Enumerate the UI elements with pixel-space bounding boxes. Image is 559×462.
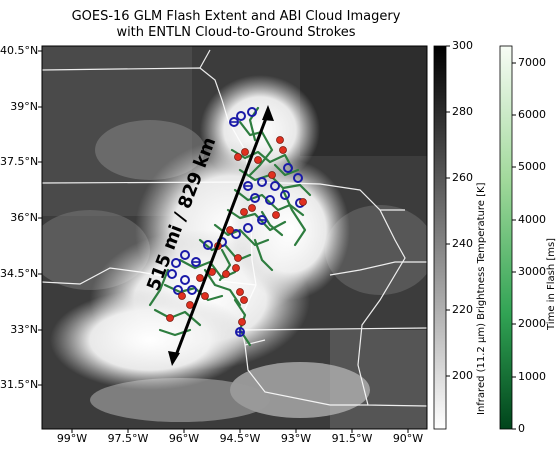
- flash-time-colorbar: [499, 45, 513, 430]
- chart-title: GOES-16 GLM Flash Extent and ABI Cloud I…: [71, 9, 401, 24]
- flash-time-tick-label: 1000: [518, 370, 546, 383]
- lon-tick-label: 90°W: [392, 432, 424, 445]
- state-borders: [42, 49, 427, 407]
- brightness-tick-label: 300: [452, 39, 473, 52]
- lon-tick-label: 93°W: [280, 432, 312, 445]
- brightness-tick-label: 280: [452, 105, 473, 118]
- brightness-tick-label: 260: [452, 171, 473, 184]
- lon-tick-label: 96°W: [168, 432, 200, 445]
- brightness-tick-label: 200: [452, 369, 473, 382]
- flash-time-tick-label: 7000: [518, 56, 546, 69]
- flash-time-colorbar-ticks: [512, 62, 516, 430]
- lat-tick-label: 36°N: [10, 211, 38, 224]
- flash-time-tick-label: 4000: [518, 213, 546, 226]
- lon-tick-label: 91.5°W: [331, 432, 373, 445]
- lat-tick-label: 37.5°N: [0, 155, 39, 168]
- lat-tick-label: 40.5°N: [0, 44, 39, 57]
- flash-time-tick-label: 2000: [518, 317, 546, 330]
- positive-cg-strokes: [166, 136, 307, 326]
- flash-time-tick-label: 0: [518, 422, 525, 435]
- negative-stroke-markers: [192, 121, 266, 336]
- brightness-colorbar-label: Infrared (11.2 μm) Brightness Temperatur…: [476, 182, 487, 415]
- lat-tick-label: 31.5°N: [0, 378, 39, 391]
- lat-tick-label: 34.5°N: [0, 267, 39, 280]
- brightness-tick-label: 240: [452, 237, 473, 250]
- lon-tick-label: 99°W: [56, 432, 88, 445]
- satellite-imagery: 515 mi / 829 km: [42, 46, 427, 429]
- flash-time-colorbar-label: Time in Flash [ms]: [546, 237, 557, 330]
- flash-time-tick-label: 3000: [518, 265, 546, 278]
- brightness-tick-label: 220: [452, 303, 473, 316]
- map-axis-ticks: [38, 50, 409, 433]
- brightness-colorbar: [433, 45, 447, 430]
- flash-time-tick-label: 6000: [518, 108, 546, 121]
- flash-time-tick-label: 5000: [518, 160, 546, 173]
- brightness-colorbar-ticks: [446, 45, 450, 377]
- chart-subtitle: with ENTLN Cloud-to-Ground Strokes: [116, 25, 356, 40]
- map-frame: [41, 45, 428, 430]
- lat-tick-label: 33°N: [10, 323, 38, 336]
- distance-arrow: [168, 105, 274, 366]
- lat-tick-label: 39°N: [10, 100, 38, 113]
- lon-tick-label: 94.5°W: [219, 432, 261, 445]
- lon-tick-label: 97.5°W: [107, 432, 149, 445]
